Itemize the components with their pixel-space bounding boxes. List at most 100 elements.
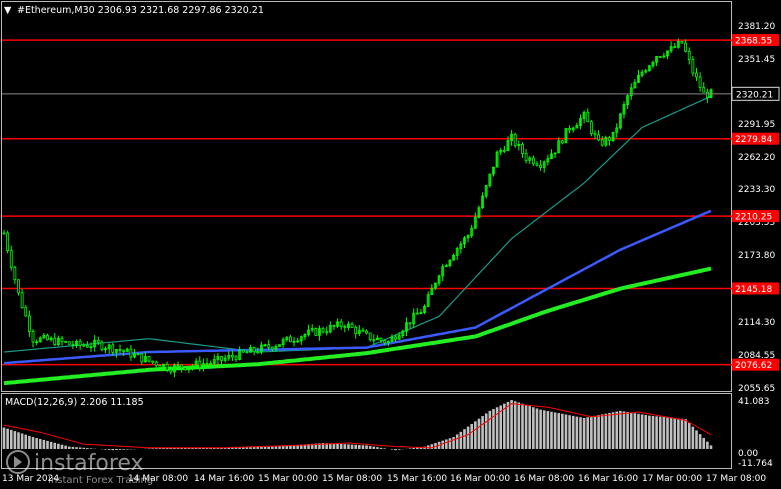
logo-tagline: Instant Forex Trading — [48, 475, 153, 486]
candle-body — [390, 336, 394, 342]
candle-body — [20, 292, 24, 309]
candle-body — [274, 346, 278, 350]
candle-body — [154, 361, 158, 366]
candle-body — [568, 128, 571, 131]
level-price-label: 2145.18 — [735, 285, 772, 295]
candle-body — [194, 360, 198, 367]
candle-body — [423, 305, 426, 313]
candle-body — [597, 134, 601, 141]
candle-body — [622, 104, 626, 115]
price-tick: 2262.20 — [738, 153, 775, 163]
candle-body — [133, 353, 136, 358]
candle-body — [143, 356, 147, 363]
candle-body — [608, 137, 611, 141]
candle-body — [151, 360, 155, 363]
candle-body — [173, 364, 176, 373]
candle-body — [89, 346, 93, 349]
candle-body — [441, 266, 445, 277]
candle-body — [593, 133, 597, 136]
logo-mark-icon — [6, 450, 30, 474]
candle-body — [191, 365, 194, 368]
candle-body — [114, 349, 118, 353]
candle-body — [589, 121, 593, 134]
candle-body — [412, 312, 416, 325]
level-price-box — [732, 358, 779, 371]
candle-body — [202, 363, 205, 369]
candle-body — [252, 347, 256, 353]
candle-body — [463, 237, 466, 245]
candle-body — [75, 340, 78, 346]
candle-body — [680, 41, 684, 44]
candle-body — [452, 254, 455, 261]
candle-body — [220, 356, 223, 361]
candle-body — [310, 328, 314, 331]
time-tick: 17 Mar 00:00 — [642, 474, 702, 484]
candle-body — [328, 324, 332, 333]
candle-body — [535, 163, 539, 166]
candle-body — [307, 329, 310, 335]
level-price-box — [732, 132, 779, 145]
candle-body — [60, 337, 64, 342]
candle-body — [477, 207, 481, 218]
candle-body — [488, 173, 492, 186]
candle-body — [249, 347, 252, 353]
candle-body — [669, 46, 673, 52]
candle-body — [662, 55, 666, 58]
candle-body — [198, 360, 202, 369]
candle-body — [586, 111, 590, 123]
candles-layer — [2, 38, 713, 378]
candle-body — [56, 337, 60, 346]
time-tick: 16 Mar 08:00 — [514, 474, 574, 484]
chart-menu-arrow[interactable]: ▼ — [4, 5, 12, 16]
candle-body — [702, 87, 706, 93]
time-tick: 14 Mar 16:00 — [194, 474, 254, 484]
logo-brand: instaforex — [34, 451, 144, 476]
candle-body — [698, 76, 702, 88]
time-tick: 16 Mar 00:00 — [450, 474, 510, 484]
candle-body — [502, 149, 506, 152]
candle-body — [180, 364, 184, 369]
price-tick: 2351.45 — [738, 55, 775, 65]
candle-body — [691, 59, 695, 74]
candle-body — [165, 363, 169, 371]
candle-body — [546, 158, 550, 163]
candle-body — [67, 341, 71, 345]
candle-body — [332, 324, 336, 327]
candle-body — [216, 356, 220, 360]
candle-body — [147, 356, 151, 362]
candle-body — [158, 365, 162, 368]
current-price-marker: 2320.21 — [2, 86, 780, 101]
time-tick: 15 Mar 08:00 — [322, 474, 382, 484]
candle-body — [187, 367, 191, 371]
candle-body — [365, 330, 368, 334]
candle-body — [644, 70, 648, 73]
candle-body — [571, 127, 575, 131]
price-tick: 2173.80 — [738, 251, 775, 261]
candle-body — [517, 143, 521, 147]
candle-body — [466, 235, 470, 239]
candle-body — [53, 337, 57, 346]
candle-body — [368, 332, 372, 341]
candle-body — [510, 133, 513, 142]
candle-body — [227, 354, 231, 359]
candle-body — [666, 50, 669, 57]
time-tick: 15 Mar 00:00 — [258, 474, 318, 484]
candle-body — [531, 157, 535, 165]
candle-body — [437, 275, 441, 284]
candle-body — [129, 348, 133, 358]
candle-body — [263, 344, 267, 347]
price-tick: 2055.65 — [738, 384, 775, 394]
candle-body — [564, 128, 568, 144]
candle-body — [303, 334, 307, 338]
candle-body — [575, 125, 579, 129]
candle-body — [169, 369, 173, 373]
level-price-label: 2279.84 — [735, 135, 772, 145]
candle-body — [136, 353, 140, 356]
price-panel-frame — [1, 1, 732, 392]
candle-body — [285, 336, 289, 341]
candle-body — [647, 65, 651, 72]
candle-body — [539, 164, 542, 168]
candle-body — [611, 131, 615, 141]
candle-body — [122, 349, 126, 352]
